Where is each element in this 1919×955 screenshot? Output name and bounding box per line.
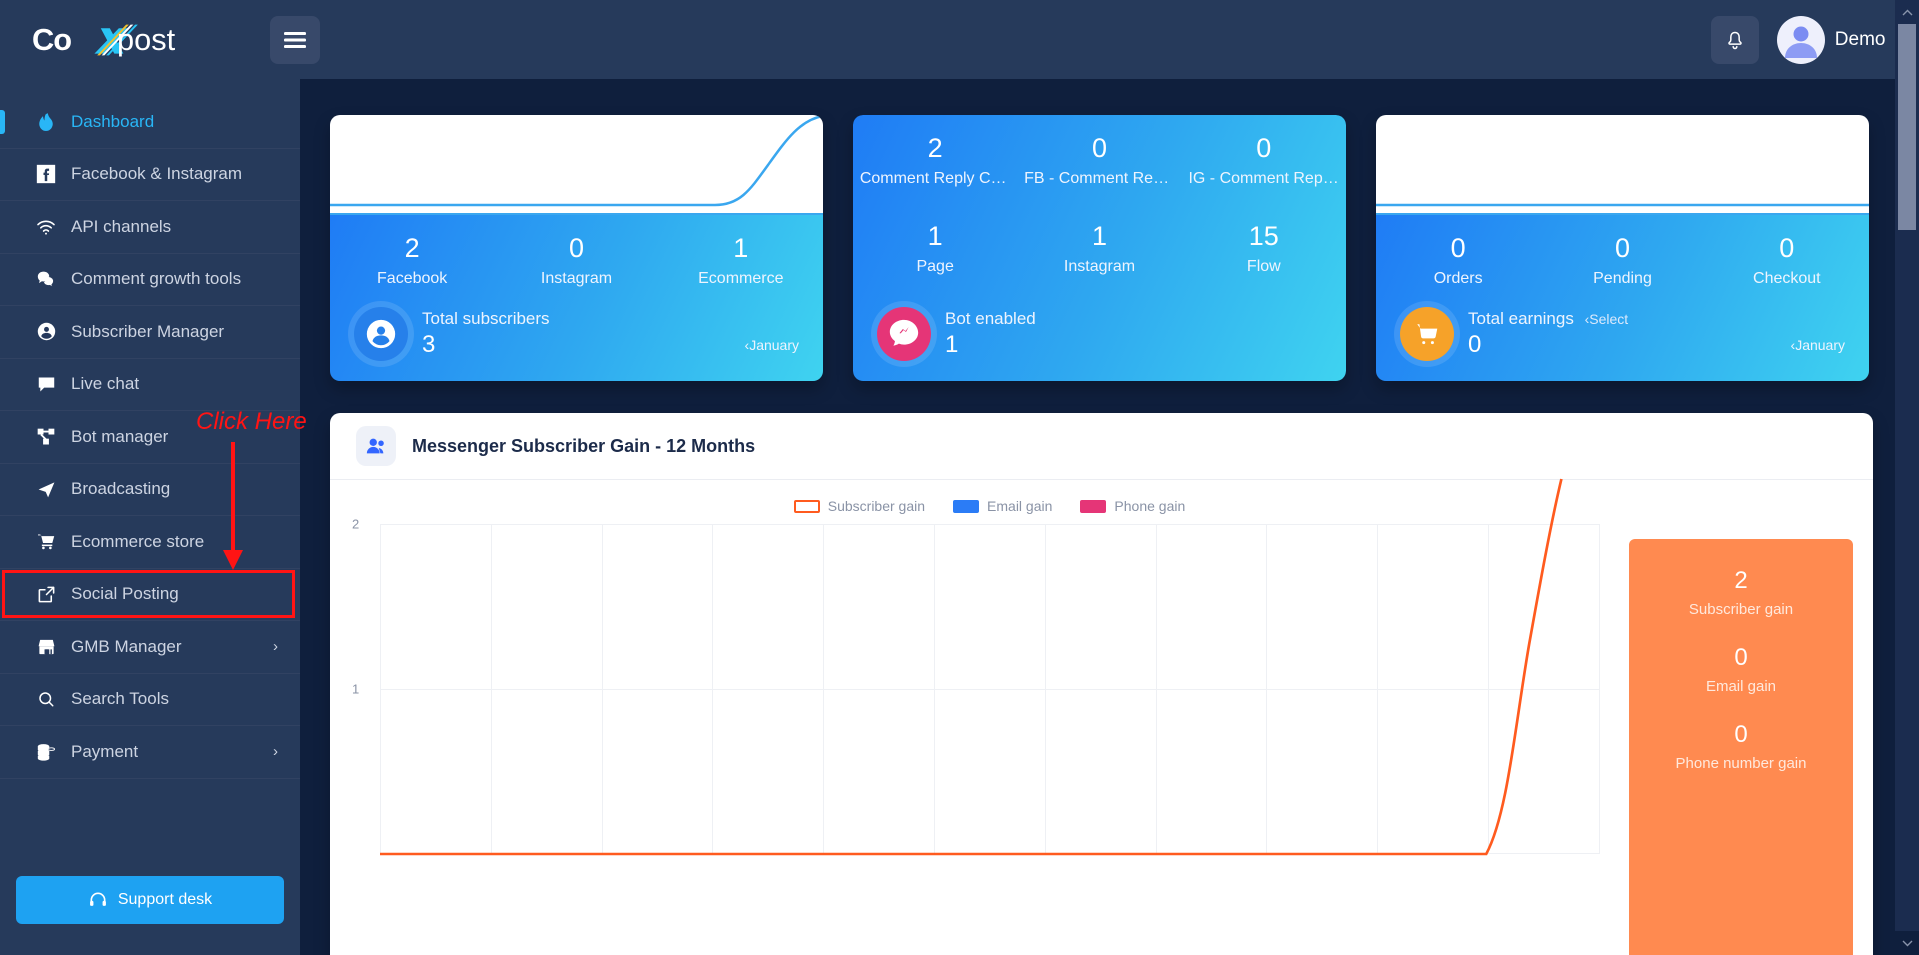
- svg-text:Co: Co: [32, 21, 71, 56]
- svg-text:post: post: [117, 21, 176, 56]
